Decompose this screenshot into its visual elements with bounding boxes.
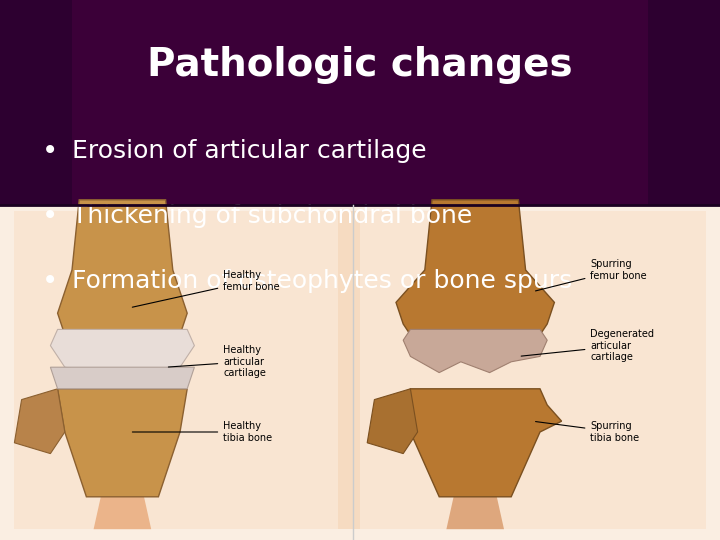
Polygon shape	[367, 389, 418, 454]
Bar	[0, 205, 720, 540]
Text: Healthy
tibia bone: Healthy tibia bone	[132, 421, 272, 443]
Bar	[360, 211, 706, 529]
Text: •: •	[42, 137, 58, 165]
Polygon shape	[389, 389, 562, 497]
Text: Healthy
articular
cartilage: Healthy articular cartilage	[168, 345, 266, 379]
Text: Erosion of articular cartilage: Erosion of articular cartilage	[72, 139, 427, 163]
Polygon shape	[58, 200, 187, 335]
Text: Formation of osteophytes or bone spurs: Formation of osteophytes or bone spurs	[72, 269, 572, 293]
Text: •: •	[42, 202, 58, 230]
Text: Degenerated
articular
cartilage: Degenerated articular cartilage	[521, 329, 654, 362]
Polygon shape	[79, 200, 166, 205]
Polygon shape	[14, 389, 65, 454]
Text: Spurring
femur bone: Spurring femur bone	[536, 259, 647, 291]
Bar	[14, 211, 706, 529]
Bar	[72, 0, 648, 205]
Text: •: •	[42, 267, 58, 295]
Polygon shape	[50, 329, 194, 378]
Text: Thickening of subchondral bone: Thickening of subchondral bone	[72, 204, 472, 228]
Text: Pathologic changes: Pathologic changes	[147, 46, 573, 84]
Polygon shape	[432, 200, 518, 205]
Bar	[14, 211, 338, 529]
Bar	[0, 205, 720, 540]
Polygon shape	[403, 329, 547, 373]
Polygon shape	[94, 497, 151, 529]
Polygon shape	[396, 200, 554, 335]
Text: Healthy
femur bone: Healthy femur bone	[132, 270, 280, 307]
Polygon shape	[50, 367, 194, 389]
Bar	[0, 0, 720, 205]
Polygon shape	[446, 497, 504, 529]
Text: Spurring
tibia bone: Spurring tibia bone	[536, 421, 639, 443]
Polygon shape	[58, 389, 187, 497]
